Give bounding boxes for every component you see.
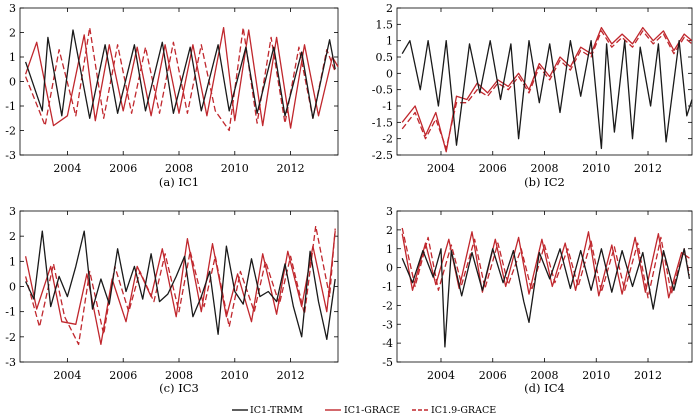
y-tick-label: -1.5 bbox=[372, 116, 393, 129]
panel-caption: (d) IC4 bbox=[524, 381, 565, 395]
series-ic1-trmm bbox=[25, 230, 336, 341]
series-ic1-grace bbox=[401, 231, 690, 299]
x-tick-label: 2008 bbox=[165, 369, 193, 382]
x-tick-label: 2008 bbox=[531, 162, 559, 175]
y-tick-label: -5 bbox=[382, 356, 393, 369]
series-ic1-grace bbox=[24, 26, 339, 129]
legend: IC1-TRMM IC1-GRACE IC1.9-GRACE bbox=[232, 405, 496, 416]
plot-frame bbox=[396, 210, 693, 363]
x-tick-label: 2004 bbox=[53, 369, 81, 382]
x-tick-label: 2006 bbox=[109, 162, 137, 175]
panel-ic4: -5 -4 -3 -2 -1 0 1 2 3 2004 2006 2008 2010 2012 (d) IC… bbox=[382, 205, 693, 395]
x-tick-label: 2006 bbox=[479, 369, 507, 382]
x-tick-label: 2010 bbox=[221, 369, 249, 382]
y-tick-label: -2 bbox=[5, 331, 16, 344]
x-tick-label: 2012 bbox=[634, 162, 662, 175]
y-tick-label: -3 bbox=[5, 149, 16, 162]
series-ic1-trmm bbox=[401, 248, 691, 348]
y-tick-label: 1 bbox=[9, 255, 16, 268]
plot-frame bbox=[19, 210, 339, 363]
y-tick-label: 3 bbox=[386, 205, 393, 218]
y-tick-label: 3 bbox=[9, 205, 16, 218]
panel-caption: (b) IC2 bbox=[524, 175, 565, 189]
x-tick-label: 2010 bbox=[221, 162, 249, 175]
y-tick-label: 2 bbox=[386, 224, 393, 237]
x-tick-label: 2006 bbox=[479, 162, 507, 175]
y-tick-label: 0.5 bbox=[376, 51, 394, 64]
x-tick-label: 2012 bbox=[634, 369, 662, 382]
y-tick-label: -2 bbox=[382, 133, 393, 146]
y-tick-label: -2 bbox=[5, 125, 16, 138]
y-tick-label: -1 bbox=[382, 281, 393, 294]
y-tick-label: -0.5 bbox=[372, 84, 393, 97]
legend-label-ic1-grace: IC1-GRACE bbox=[344, 405, 400, 416]
y-tick-label: -1 bbox=[382, 100, 393, 113]
y-tick-label: 1.5 bbox=[376, 18, 394, 31]
x-tick-label: 2012 bbox=[277, 369, 305, 382]
y-tick-label: 0 bbox=[9, 76, 16, 89]
panel-ic2: -2.5 -2 -1.5 -1 -0.5 0 0.5 1 1.5 2 2004 2006 2008 201… bbox=[372, 2, 693, 189]
series-ic1.9-grace bbox=[401, 30, 693, 150]
series-ic1-trmm bbox=[24, 29, 336, 119]
series-ic1.9-grace bbox=[24, 26, 336, 132]
series-ic1.9-grace bbox=[24, 225, 336, 346]
x-tick-label: 2010 bbox=[582, 369, 610, 382]
y-tick-label: -4 bbox=[382, 337, 393, 350]
y-tick-label: 1 bbox=[9, 51, 16, 64]
y-tick-label: 1 bbox=[386, 243, 393, 256]
x-tick-label: 2004 bbox=[53, 162, 81, 175]
panel-caption: (c) IC3 bbox=[159, 381, 199, 395]
y-tick-label: -2.5 bbox=[372, 149, 393, 162]
y-tick-label: -3 bbox=[5, 356, 16, 369]
y-tick-label: 2 bbox=[386, 2, 393, 15]
y-tick-label: -2 bbox=[382, 299, 393, 312]
y-tick-label: 0 bbox=[9, 281, 16, 294]
y-tick-label: 2 bbox=[9, 230, 16, 243]
y-tick-label: -1 bbox=[5, 100, 16, 113]
x-tick-label: 2004 bbox=[427, 369, 455, 382]
y-tick-label: 0 bbox=[386, 262, 393, 275]
y-tick-label: -1 bbox=[5, 306, 16, 319]
x-tick-label: 2010 bbox=[582, 162, 610, 175]
panel-ic1: -3 -2 -1 0 1 2 3 2004 2006 2008 2010 2012 (a) IC1 bbox=[5, 2, 339, 189]
y-tick-label: 3 bbox=[9, 2, 16, 15]
y-tick-label: 1 bbox=[386, 35, 393, 48]
x-tick-label: 2008 bbox=[165, 162, 193, 175]
x-tick-label: 2006 bbox=[109, 369, 137, 382]
panel-ic3: -3 -2 -1 0 1 2 3 2004 2006 2008 2010 2012 (c) IC3 bbox=[5, 205, 339, 395]
x-tick-label: 2004 bbox=[427, 162, 455, 175]
x-tick-label: 2012 bbox=[277, 162, 305, 175]
y-tick-label: 0 bbox=[386, 67, 393, 80]
legend-label-ic1-trmm: IC1-TRMM bbox=[250, 405, 303, 416]
legend-label-ic1.9-grace: IC1.9-GRACE bbox=[431, 405, 496, 416]
series-ic1-trmm bbox=[401, 40, 693, 150]
y-tick-label: -3 bbox=[382, 318, 393, 331]
y-tick-label: 2 bbox=[9, 27, 16, 40]
panel-caption: (a) IC1 bbox=[159, 175, 199, 189]
x-tick-label: 2008 bbox=[531, 369, 559, 382]
series-ic1-grace bbox=[24, 231, 336, 346]
